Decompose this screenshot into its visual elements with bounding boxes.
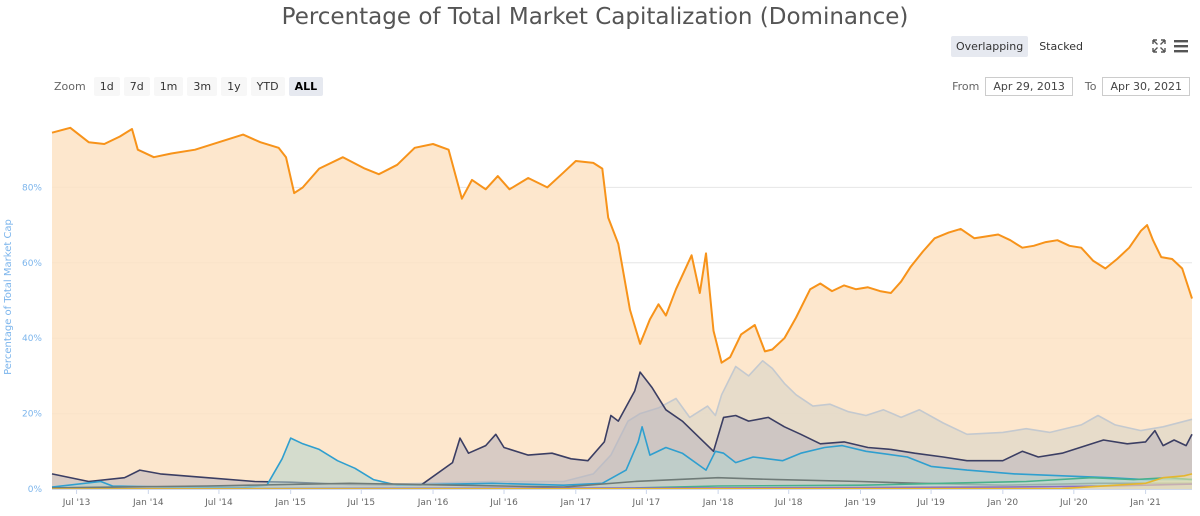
fullscreen-icon[interactable]	[1150, 37, 1168, 55]
overlapping-button[interactable]: Overlapping	[950, 36, 1029, 57]
hamburger-menu-icon-graphic	[1174, 40, 1188, 53]
series-2-line[interactable]	[51, 371, 1193, 486]
series-0-line[interactable]	[51, 126, 1193, 364]
y-tick-label: 80%	[22, 183, 42, 193]
chart-type-toggle: Overlapping Stacked	[950, 36, 1088, 57]
fullscreen-icon-graphic	[1152, 39, 1166, 53]
series-0-area	[52, 127, 1192, 490]
to-date-input[interactable]: Apr 30, 2021	[1102, 77, 1190, 96]
hamburger-menu-icon[interactable]	[1172, 37, 1190, 55]
y-tick-label: 0%	[28, 485, 43, 495]
series-5-line[interactable]	[51, 476, 1193, 490]
chart-title: Percentage of Total Market Capitalizatio…	[281, 4, 909, 30]
x-tick-label: Jan '20	[987, 498, 1019, 508]
x-tick-label: Jul '20	[1059, 498, 1088, 508]
x-tick-label: Jan '19	[844, 498, 876, 508]
series-5-area	[52, 477, 1192, 489]
y-axis-title: Percentage of Total Market Cap	[3, 219, 14, 375]
x-tick-label: Jan '17	[559, 498, 591, 508]
zoom-label: Zoom	[54, 80, 86, 93]
x-tick-label: Jul '18	[774, 498, 803, 508]
stacked-button[interactable]: Stacked	[1039, 40, 1083, 53]
zoom-button-1d[interactable]: 1d	[93, 77, 120, 96]
series-7-line[interactable]	[51, 473, 1193, 490]
axis-layer: 0% 20% 40% 60% 80% Jul '13 Jan '14 Jul '14 Jan '…	[22, 183, 1192, 508]
from-date-input[interactable]: Apr 29, 2013	[985, 77, 1073, 96]
zoom-button-ytd[interactable]: YTD	[250, 77, 285, 96]
x-tick-label: Jan '15	[274, 498, 306, 508]
x-tick-label: Jan '18	[702, 498, 734, 508]
from-label: From	[952, 80, 980, 93]
x-tick-label: Jul '16	[489, 498, 518, 508]
x-tick-label: Jul '14	[204, 498, 233, 508]
x-tick-label: Jan '14	[132, 498, 164, 508]
zoom-button-7d[interactable]: 7d	[123, 77, 150, 96]
x-tick-label: Jul '13	[62, 498, 91, 508]
zoom-bar: Zoom 1d 7d 1m 3m 1y YTD ALL	[54, 77, 324, 96]
x-tick-label: Jul '19	[916, 498, 945, 508]
date-range: From Apr 29, 2013 To Apr 30, 2021	[940, 77, 1190, 96]
zoom-button-1y[interactable]: 1y	[221, 77, 247, 96]
x-tick-label: Jan '16	[417, 498, 449, 508]
to-label: To	[1084, 80, 1097, 93]
series-layer	[51, 126, 1193, 490]
zoom-button-3m[interactable]: 3m	[187, 77, 218, 96]
y-tick-label: 60%	[22, 259, 42, 269]
y-tick-label: 40%	[22, 334, 42, 344]
y-tick-label: 20%	[22, 410, 42, 420]
x-tick-label: Jul '17	[632, 498, 661, 508]
zoom-button-all[interactable]: ALL	[288, 77, 324, 96]
x-tick-label: Jul '15	[346, 498, 375, 508]
series-3-area	[52, 426, 1192, 489]
series-3-line[interactable]	[51, 426, 1192, 489]
x-tick-label: Jan '21	[1129, 498, 1161, 508]
zoom-button-1m[interactable]: 1m	[153, 77, 184, 96]
